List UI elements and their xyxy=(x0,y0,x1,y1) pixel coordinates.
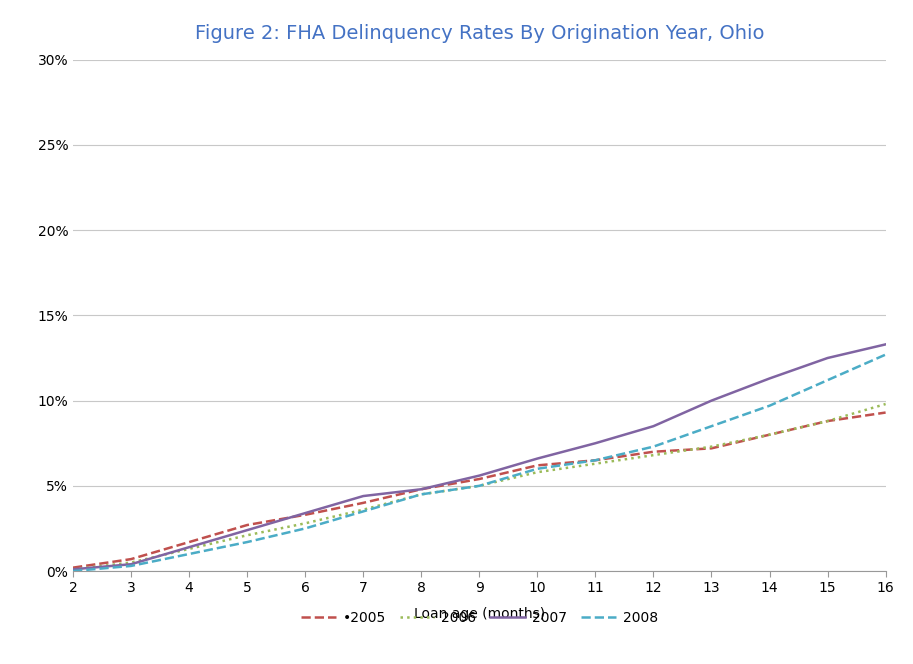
Line: •2005: •2005 xyxy=(73,412,886,568)
•2005 xyxy=(299,511,310,519)
2008 xyxy=(764,402,775,410)
2008 xyxy=(648,443,659,451)
2006 xyxy=(590,459,601,467)
2007 xyxy=(590,440,601,448)
2007 xyxy=(474,471,485,479)
•2005 xyxy=(126,555,137,563)
2008 xyxy=(68,567,79,575)
2007 xyxy=(532,455,543,463)
2006 xyxy=(532,468,543,476)
Legend: •2005, 2006, 2007, 2008: •2005, 2006, 2007, 2008 xyxy=(295,606,664,631)
2008 xyxy=(474,482,485,490)
2008 xyxy=(706,422,717,430)
•2005 xyxy=(880,408,891,416)
2006 xyxy=(299,519,310,527)
2007 xyxy=(184,543,194,551)
2006 xyxy=(880,400,891,408)
2006 xyxy=(126,558,137,566)
2006 xyxy=(184,545,194,553)
2006 xyxy=(68,565,79,573)
2007 xyxy=(68,565,79,573)
Line: 2007: 2007 xyxy=(73,345,886,569)
2008 xyxy=(242,538,253,546)
2006 xyxy=(822,417,833,425)
•2005 xyxy=(590,456,601,464)
2008 xyxy=(358,507,369,515)
•2005 xyxy=(532,461,543,469)
2006 xyxy=(242,531,253,539)
2007 xyxy=(764,374,775,382)
•2005 xyxy=(648,448,659,456)
2007 xyxy=(358,492,369,500)
2007 xyxy=(126,560,137,568)
2008 xyxy=(184,550,194,558)
2007 xyxy=(822,354,833,362)
2006 xyxy=(706,443,717,451)
•2005 xyxy=(822,417,833,425)
•2005 xyxy=(242,521,253,529)
•2005 xyxy=(706,444,717,452)
•2005 xyxy=(68,564,79,572)
•2005 xyxy=(764,431,775,439)
2008 xyxy=(532,465,543,473)
X-axis label: Loan age (months): Loan age (months) xyxy=(414,607,545,621)
2008 xyxy=(126,562,137,570)
2007 xyxy=(415,485,426,493)
•2005 xyxy=(358,499,369,507)
•2005 xyxy=(415,485,426,493)
2006 xyxy=(648,451,659,459)
2008 xyxy=(590,456,601,464)
2007 xyxy=(299,509,310,517)
2008 xyxy=(299,525,310,533)
2008 xyxy=(880,351,891,359)
2006 xyxy=(415,490,426,498)
2007 xyxy=(242,526,253,534)
Line: 2006: 2006 xyxy=(73,404,886,569)
Line: 2008: 2008 xyxy=(73,355,886,571)
2006 xyxy=(764,431,775,439)
•2005 xyxy=(474,475,485,483)
•2005 xyxy=(184,538,194,546)
Title: Figure 2: FHA Delinquency Rates By Origination Year, Ohio: Figure 2: FHA Delinquency Rates By Origi… xyxy=(194,24,764,43)
2008 xyxy=(822,376,833,384)
2007 xyxy=(648,422,659,430)
2006 xyxy=(474,482,485,490)
2007 xyxy=(880,341,891,349)
2007 xyxy=(706,396,717,404)
2008 xyxy=(415,490,426,498)
2006 xyxy=(358,506,369,514)
